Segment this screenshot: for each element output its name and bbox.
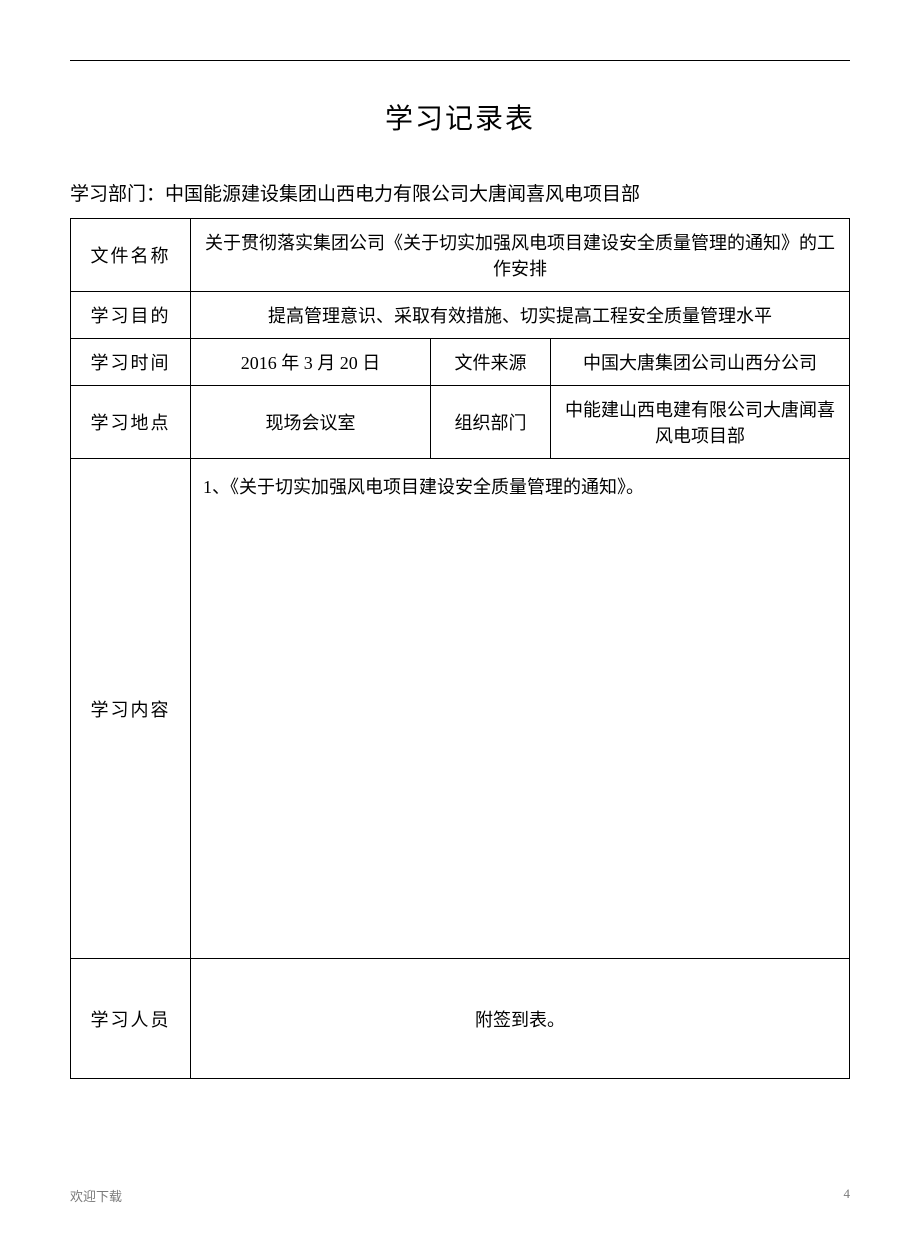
place-label: 学习地点: [71, 386, 191, 459]
department-value: 中国能源建设集团山西电力有限公司大唐闻喜风电项目部: [165, 184, 640, 205]
study-record-table: 文件名称 关于贯彻落实集团公司《关于切实加强风电项目建设安全质量管理的通知》的工…: [70, 218, 850, 1079]
purpose-value: 提高管理意识、采取有效措施、切实提高工程安全质量管理水平: [191, 292, 850, 339]
top-horizontal-rule: [70, 60, 850, 61]
content-label: 学习内容: [71, 459, 191, 959]
department-label: 学习部门：: [70, 184, 165, 205]
source-label: 文件来源: [431, 339, 551, 386]
table-row: 学习内容 1、《关于切实加强风电项目建设安全质量管理的通知》。: [71, 459, 850, 959]
time-value: 2016 年 3 月 20 日: [191, 339, 431, 386]
personnel-value: 附签到表。: [191, 959, 850, 1079]
file-name-value: 关于贯彻落实集团公司《关于切实加强风电项目建设安全质量管理的通知》的工作安排: [191, 219, 850, 292]
footer-left-text: 欢迎下载: [70, 1186, 122, 1205]
source-value: 中国大唐集团公司山西分公司: [551, 339, 850, 386]
purpose-label: 学习目的: [71, 292, 191, 339]
table-row: 学习地点 现场会议室 组织部门 中能建山西电建有限公司大唐闻喜风电项目部: [71, 386, 850, 459]
content-value: 1、《关于切实加强风电项目建设安全质量管理的通知》。: [191, 459, 850, 959]
table-row: 学习目的 提高管理意识、采取有效措施、切实提高工程安全质量管理水平: [71, 292, 850, 339]
time-label: 学习时间: [71, 339, 191, 386]
place-value: 现场会议室: [191, 386, 431, 459]
page-footer: 欢迎下载 4: [70, 1186, 850, 1205]
org-value: 中能建山西电建有限公司大唐闻喜风电项目部: [551, 386, 850, 459]
table-row: 文件名称 关于贯彻落实集团公司《关于切实加强风电项目建设安全质量管理的通知》的工…: [71, 219, 850, 292]
footer-page-number: 4: [844, 1186, 851, 1205]
table-row: 学习人员 附签到表。: [71, 959, 850, 1079]
org-label: 组织部门: [431, 386, 551, 459]
personnel-label: 学习人员: [71, 959, 191, 1079]
file-name-label: 文件名称: [71, 219, 191, 292]
table-row: 学习时间 2016 年 3 月 20 日 文件来源 中国大唐集团公司山西分公司: [71, 339, 850, 386]
department-line: 学习部门：中国能源建设集团山西电力有限公司大唐闻喜风电项目部: [70, 179, 850, 206]
document-title: 学习记录表: [70, 97, 850, 137]
